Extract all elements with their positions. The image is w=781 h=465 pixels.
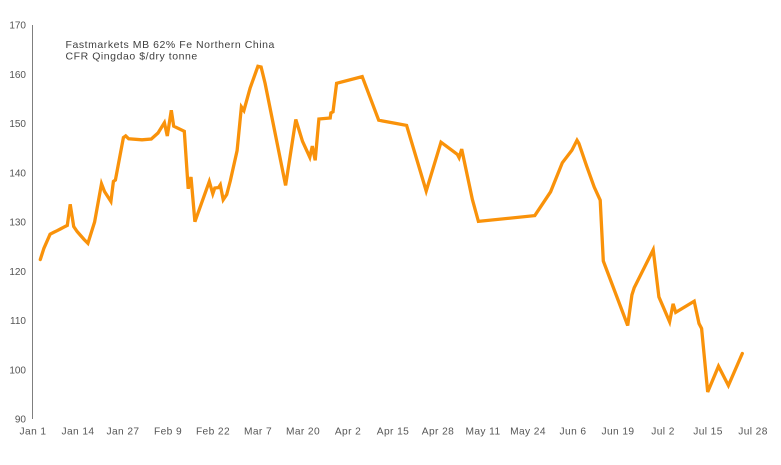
svg-text:Mar 7: Mar 7 <box>244 427 272 438</box>
svg-text:Apr 15: Apr 15 <box>377 427 409 438</box>
svg-text:170: 170 <box>9 21 26 32</box>
svg-text:Mar 20: Mar 20 <box>286 427 320 438</box>
svg-text:CFR Qingdao $/dry tonne: CFR Qingdao $/dry tonne <box>66 51 198 63</box>
svg-text:150: 150 <box>9 119 26 130</box>
svg-text:Fastmarkets MB 62% Fe Northern: Fastmarkets MB 62% Fe Northern China <box>66 39 275 51</box>
svg-text:Jun 19: Jun 19 <box>602 427 635 438</box>
svg-text:100: 100 <box>9 365 26 376</box>
svg-text:Jul 28: Jul 28 <box>738 427 768 438</box>
svg-text:May 11: May 11 <box>465 427 500 438</box>
svg-text:Jul 2: Jul 2 <box>651 427 675 438</box>
svg-text:May 24: May 24 <box>510 427 546 438</box>
svg-text:Feb 9: Feb 9 <box>154 427 182 438</box>
svg-text:160: 160 <box>9 70 26 81</box>
svg-text:Feb 22: Feb 22 <box>196 427 230 438</box>
svg-text:120: 120 <box>9 267 26 278</box>
svg-text:Jun 6: Jun 6 <box>560 427 587 438</box>
svg-text:110: 110 <box>10 316 26 327</box>
svg-text:Jan 27: Jan 27 <box>107 427 140 438</box>
svg-text:Jul 15: Jul 15 <box>693 427 723 438</box>
svg-text:Jan 14: Jan 14 <box>62 427 95 438</box>
svg-text:Apr 2: Apr 2 <box>335 427 361 438</box>
svg-text:130: 130 <box>9 218 26 229</box>
svg-text:140: 140 <box>9 168 26 179</box>
svg-text:90: 90 <box>15 415 27 426</box>
svg-text:Jan 1: Jan 1 <box>20 427 47 438</box>
svg-text:Apr 28: Apr 28 <box>422 427 454 438</box>
